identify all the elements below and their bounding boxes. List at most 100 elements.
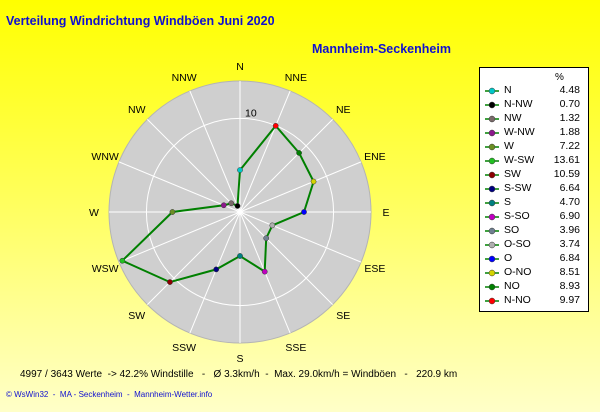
legend-label: N [504, 84, 512, 96]
legend-marker [485, 115, 499, 123]
legend-value: 9.97 [559, 294, 580, 306]
direction-label-nw: NW [128, 104, 146, 116]
data-point-o-no [310, 178, 317, 185]
data-point-n [237, 167, 243, 173]
ring-label: 10 [245, 107, 257, 119]
chart-title: Verteilung Windrichtung Windböen Juni 20… [6, 14, 275, 28]
legend-label: W-NW [504, 126, 535, 138]
spoke-nne [239, 90, 291, 213]
legend-marker [485, 171, 499, 179]
legend-marker [485, 283, 499, 291]
legend-marker [485, 87, 499, 95]
legend-value: 6.64 [559, 182, 580, 194]
legend-item: S 4.70 [480, 196, 588, 210]
direction-label-nnw: NNW [172, 72, 197, 84]
legend-item: O-SO 3.74 [480, 238, 588, 252]
legend-label: NW [504, 112, 522, 124]
legend-marker [485, 255, 499, 263]
legend-label: S-SO [504, 210, 530, 222]
direction-label-ssw: SSW [172, 342, 196, 354]
direction-label-sw: SW [128, 310, 145, 322]
legend-value: 1.88 [559, 126, 580, 138]
legend-value: 4.48 [559, 84, 580, 96]
data-point-nw [228, 200, 235, 207]
data-point-so [263, 235, 270, 242]
legend-marker [485, 297, 499, 305]
legend-item: W 7.22 [480, 140, 588, 154]
data-point-n-nw [234, 203, 241, 209]
data-point-w-sw [119, 257, 126, 264]
spoke-ene [239, 161, 362, 213]
legend-marker [485, 101, 499, 109]
data-point-o [301, 209, 307, 215]
legend-label: O-SO [504, 238, 531, 250]
direction-label-w: W [89, 207, 99, 219]
legend-marker [485, 241, 499, 249]
legend-item: N-NW 0.70 [480, 98, 588, 112]
statistics-line: 4997 / 3643 Werte -> 42.2% Windstille - … [20, 369, 458, 380]
legend-marker [485, 157, 499, 165]
legend-value: 8.51 [559, 266, 580, 278]
legend-value: 3.96 [559, 224, 580, 236]
legend-item: O-NO 8.51 [480, 266, 588, 280]
direction-label-nne: NNE [285, 72, 307, 84]
legend-item: O 6.84 [480, 252, 588, 266]
legend-value: 1.32 [559, 112, 580, 124]
spoke-wnw [118, 161, 241, 213]
legend-item: SW 10.59 [480, 168, 588, 182]
direction-label-se: SE [336, 310, 350, 322]
legend-header: % [555, 72, 564, 83]
legend-value: 7.22 [559, 140, 580, 152]
spoke-ssw [189, 211, 241, 334]
legend-label: S [504, 196, 512, 208]
data-point-s-so [261, 268, 268, 275]
spoke-ne [239, 119, 333, 213]
legend-item: SO 3.96 [480, 224, 588, 238]
spoke-nnw [189, 90, 241, 213]
legend-value: 10.59 [553, 168, 580, 180]
data-point-o-so [269, 222, 276, 229]
spoke-nw [147, 119, 241, 213]
legend-item: S-SO 6.90 [480, 210, 588, 224]
legend-item: NO 8.93 [480, 280, 588, 294]
direction-label-n: N [236, 61, 244, 73]
direction-label-sse: SSE [285, 342, 306, 354]
spoke-wsw [118, 211, 241, 263]
footer-credits: © WsWin32 - MA - Seckenheim - Mannheim-W… [6, 390, 213, 399]
legend-label: N-NW [504, 98, 533, 110]
direction-label-ene: ENE [364, 151, 386, 163]
legend-item: N 4.48 [480, 84, 588, 98]
legend-label: W-SW [504, 154, 535, 166]
spoke-ese [239, 211, 362, 263]
data-point-s [237, 253, 243, 259]
legend-item: NW 1.32 [480, 112, 588, 126]
data-point-no [296, 150, 302, 156]
direction-label-ne: NE [336, 104, 351, 116]
legend-marker [485, 185, 499, 193]
legend-marker [485, 213, 499, 221]
spoke-se [239, 211, 333, 305]
legend-marker [485, 129, 499, 137]
legend-label: O-NO [504, 266, 532, 278]
legend-value: 3.74 [559, 238, 580, 250]
legend-label: W [504, 140, 514, 152]
direction-label-e: E [382, 207, 389, 219]
legend: % N 4.48 N-NW 0.70 NW 1.32 W-NW 1.88 W 7.22 W-SW 13… [479, 67, 589, 312]
legend-value: 6.90 [559, 210, 580, 222]
legend-value: 6.84 [559, 252, 580, 264]
legend-label: SW [504, 168, 521, 180]
legend-item: W-SW 13.61 [480, 154, 588, 168]
legend-value: 4.70 [559, 196, 580, 208]
legend-label: SO [504, 224, 520, 236]
data-point-w [169, 209, 176, 215]
legend-label: S-SW [504, 182, 532, 194]
chart-subtitle: Mannheim-Seckenheim [312, 42, 451, 56]
direction-label-ese: ESE [364, 263, 385, 275]
data-point-s-sw [213, 266, 220, 273]
legend-marker [485, 269, 499, 277]
direction-label-s: S [236, 353, 243, 365]
data-point-w-nw [220, 202, 227, 209]
legend-item: N-NO 9.97 [480, 294, 588, 308]
legend-marker [485, 227, 499, 235]
legend-marker [485, 143, 499, 151]
